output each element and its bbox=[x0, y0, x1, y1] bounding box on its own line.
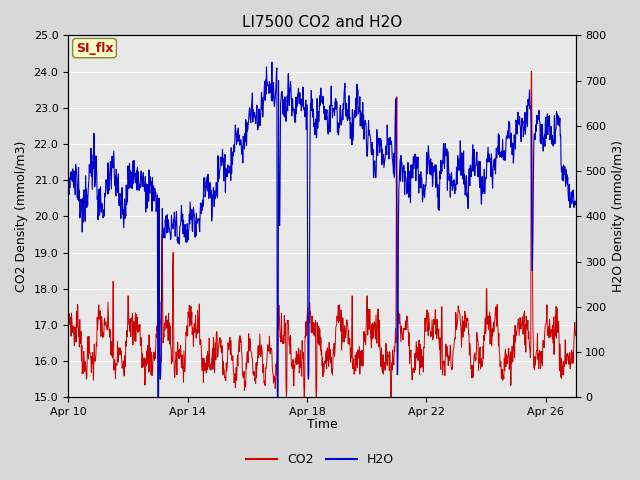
Y-axis label: CO2 Density (mmol/m3): CO2 Density (mmol/m3) bbox=[15, 141, 28, 292]
Title: LI7500 CO2 and H2O: LI7500 CO2 and H2O bbox=[242, 15, 402, 30]
X-axis label: Time: Time bbox=[307, 419, 337, 432]
Text: SI_flx: SI_flx bbox=[76, 42, 113, 55]
Legend: CO2, H2O: CO2, H2O bbox=[241, 448, 399, 471]
Y-axis label: H2O Density (mmol/m3): H2O Density (mmol/m3) bbox=[612, 140, 625, 292]
